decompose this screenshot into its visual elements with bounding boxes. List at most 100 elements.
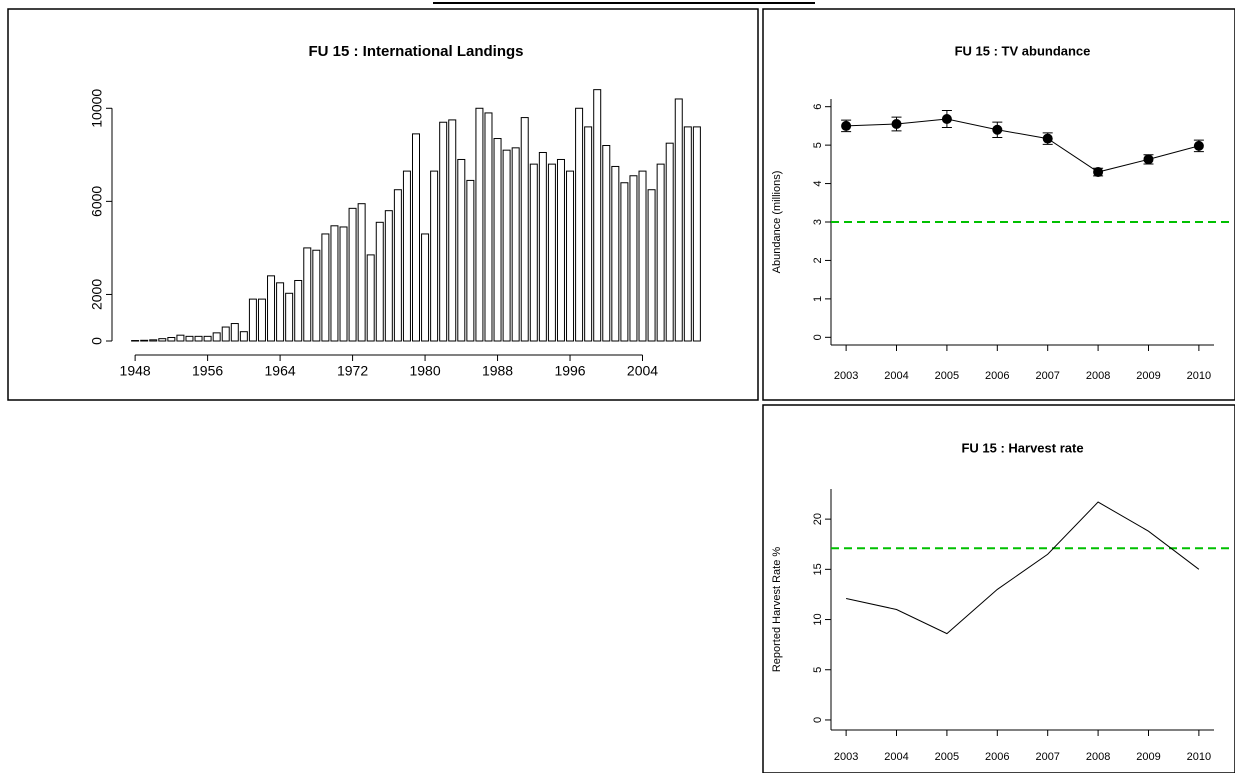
- y-tick-label: 1: [812, 296, 824, 302]
- bar: [203, 335, 212, 342]
- chart-title: FU 15 : TV abundance: [955, 43, 1091, 58]
- bar: [158, 338, 167, 342]
- bar: [529, 163, 538, 342]
- bar: [267, 275, 276, 342]
- bar: [683, 126, 692, 342]
- x-tick-label: 1948: [120, 363, 151, 379]
- bar: [647, 189, 656, 342]
- bar: [212, 332, 221, 342]
- bar: [520, 117, 529, 342]
- bar: [547, 163, 556, 342]
- x-tick-label: 2005: [935, 751, 959, 763]
- chart-title: FU 15 : Harvest rate: [961, 440, 1083, 455]
- x-tick-label: 1988: [482, 363, 513, 379]
- x-tick-label: 1996: [554, 363, 585, 379]
- bar: [303, 247, 312, 342]
- bar: [375, 221, 384, 342]
- y-tick-label: 3: [812, 219, 824, 225]
- bar: [448, 119, 457, 342]
- bar: [412, 133, 420, 342]
- bar: [674, 98, 683, 342]
- bar: [484, 112, 493, 342]
- bar: [276, 282, 285, 342]
- y-axis-label: Reported Harvest Rate %: [771, 547, 783, 673]
- bar: [611, 165, 620, 342]
- y-tick-label: 0: [812, 334, 824, 340]
- y-tick-label: 10: [812, 613, 824, 625]
- point: [841, 120, 852, 131]
- x-tick-label: 2010: [1187, 751, 1211, 763]
- bar: [502, 149, 511, 342]
- bar: [230, 323, 239, 342]
- bar: [538, 151, 547, 342]
- x-tick-label: 2003: [834, 370, 858, 382]
- bar: [185, 335, 194, 342]
- panel-frame: [7, 8, 759, 401]
- bar: [575, 107, 584, 342]
- y-tick-label: 5: [812, 667, 824, 673]
- x-tick-label: 2004: [884, 370, 908, 382]
- bar: [430, 170, 439, 342]
- bar: [330, 225, 339, 342]
- bar: [294, 279, 303, 342]
- y-tick-label: 2: [812, 257, 824, 263]
- bar: [221, 326, 230, 342]
- x-tick-label: 2009: [1136, 751, 1160, 763]
- bar: [620, 182, 629, 342]
- x-tick-label: 2004: [627, 363, 658, 379]
- bar: [176, 334, 185, 342]
- x-tick-label: 1964: [265, 363, 296, 379]
- bar: [584, 126, 593, 342]
- panel-frame: [762, 404, 1235, 773]
- bar: [312, 249, 321, 342]
- x-tick-label: 1972: [337, 363, 368, 379]
- x-tick-label: 2003: [834, 751, 858, 763]
- x-tick-label: 1980: [409, 363, 440, 379]
- point: [1042, 133, 1053, 144]
- x-tick-label: 2009: [1136, 370, 1160, 382]
- y-tick-label: 6000: [89, 186, 105, 217]
- bar: [556, 158, 565, 342]
- x-tick-label: 2005: [935, 370, 959, 382]
- y-tick-label: 0: [812, 717, 824, 723]
- bar: [402, 170, 411, 342]
- panel-frame: [762, 8, 1235, 401]
- x-tick-label: 2008: [1086, 751, 1110, 763]
- y-tick-label: 20: [812, 513, 824, 525]
- bar: [466, 179, 475, 342]
- bar: [384, 210, 393, 342]
- bar: [656, 163, 665, 342]
- bar: [366, 254, 375, 342]
- bar: [475, 107, 484, 342]
- bar: [602, 145, 611, 342]
- chart-title: FU 15 : International Landings: [308, 43, 523, 60]
- bar: [665, 142, 674, 342]
- y-tick-label: 10000: [89, 89, 105, 128]
- bar: [285, 292, 294, 342]
- bar: [421, 233, 430, 342]
- bar: [257, 298, 266, 342]
- bar: [493, 138, 502, 342]
- bar: [638, 170, 647, 342]
- x-tick-label: 2007: [1035, 751, 1059, 763]
- bar: [131, 340, 140, 342]
- bar: [629, 175, 638, 342]
- bar: [393, 189, 402, 342]
- x-tick-label: 2006: [985, 370, 1009, 382]
- x-tick-label: 2010: [1187, 370, 1211, 382]
- x-tick-label: 2006: [985, 751, 1009, 763]
- bar: [439, 121, 448, 342]
- bar: [457, 158, 466, 342]
- point: [1143, 154, 1154, 165]
- y-tick-label: 6: [812, 104, 824, 110]
- y-tick-label: 0: [89, 337, 105, 345]
- bar: [339, 226, 348, 342]
- point: [992, 124, 1003, 135]
- bar: [357, 203, 366, 342]
- point: [941, 113, 952, 124]
- bar: [321, 233, 330, 342]
- y-tick-label: 5: [812, 142, 824, 148]
- bar: [140, 339, 149, 342]
